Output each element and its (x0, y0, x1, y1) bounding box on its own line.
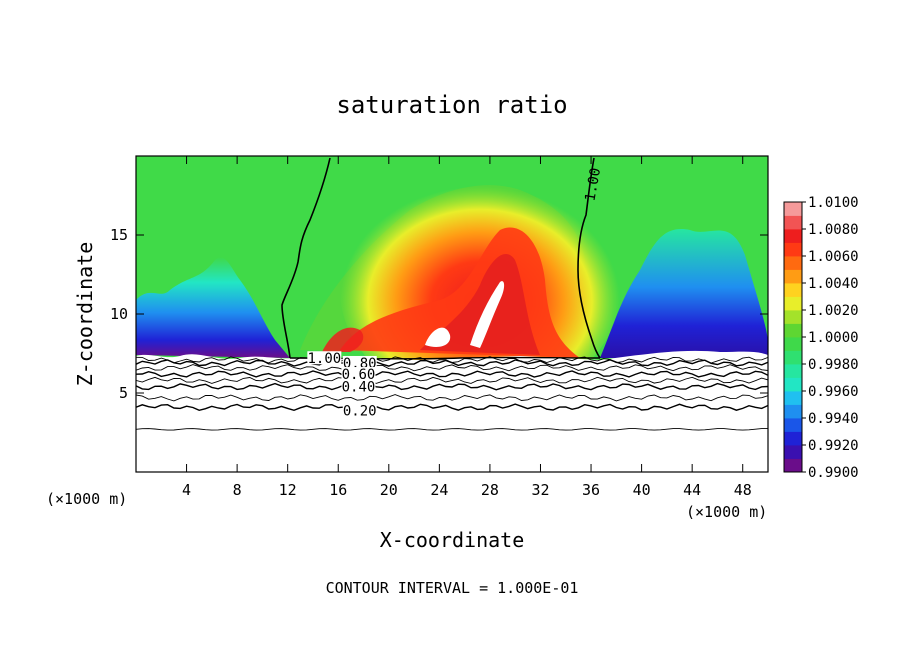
contour-line (136, 356, 768, 364)
contour-label-bg (342, 403, 377, 417)
contour-lines (136, 356, 768, 431)
x-tick-label: 40 (633, 481, 651, 499)
colorbar-swatch (784, 445, 802, 459)
colorbar-swatch (784, 215, 802, 230)
x-tick-label: 48 (734, 481, 752, 499)
colorbar-label: 1.0020 (808, 303, 859, 319)
x-tick-label: 44 (683, 481, 701, 499)
colorbar-swatch (784, 242, 802, 257)
colorbar-swatch (784, 377, 802, 392)
colorbar-label: 0.9900 (808, 465, 859, 481)
contour-interval-note: CONTOUR INTERVAL = 1.000E-01 (326, 579, 579, 597)
contour-label-bg (342, 355, 377, 369)
colorbar-label: 1.0080 (808, 222, 859, 238)
x-tick-label: 12 (279, 481, 297, 499)
colorbar-label: 1.0040 (808, 276, 859, 292)
contour-label-bg (341, 379, 376, 393)
colorbar-swatch (784, 391, 802, 405)
plot-area: 1.00 0.800.600.400.201.00 (136, 156, 768, 472)
colorbar-swatch (784, 310, 802, 324)
colorbar-swatch (784, 404, 802, 419)
x-axis-label: X-coordinate (380, 528, 525, 552)
contour-line (136, 382, 768, 391)
colorbar-swatch (784, 350, 802, 365)
x-unit-left: (×1000 m) (46, 490, 127, 508)
colorbar-label: 1.0000 (808, 330, 859, 346)
y-tick-label: 10 (110, 305, 128, 323)
contour-cloud-right (577, 157, 601, 359)
left-flank-field (136, 257, 290, 358)
y-tick-label: 15 (110, 226, 128, 244)
subcloud-mask (136, 350, 768, 472)
contour-label: 0.40 (342, 380, 376, 396)
colorbar-swatch (784, 229, 802, 243)
contour-line (136, 403, 768, 412)
colorbar-swatch (784, 364, 802, 378)
colorbar-swatch (784, 269, 802, 284)
y-axis-label: Z-coordinate (73, 242, 97, 387)
x-unit-right: (×1000 m) (686, 503, 767, 521)
y-axis: 5 10 15 (110, 226, 768, 402)
x-tick-label: 28 (481, 481, 499, 499)
colorbar-label: 0.9920 (808, 438, 859, 454)
x-tick-label: 24 (430, 481, 448, 499)
contour-line-bottom (136, 428, 768, 431)
cloud-left-lobe (322, 327, 364, 352)
colorbar-swatch (784, 202, 802, 216)
contour-labels: 1.00 0.800.600.400.201.00 (307, 167, 604, 419)
contour-label: 0.60 (342, 367, 376, 383)
contour-label: 1.00 (582, 167, 604, 203)
colorbar-label: 0.9980 (808, 357, 859, 373)
colorbar-swatch (784, 458, 802, 473)
x-axis: 4 8 12 16 20 24 28 32 36 40 44 48 (182, 156, 752, 499)
chart-title: saturation ratio (336, 91, 567, 119)
colorbar-label: 1.0060 (808, 249, 859, 265)
contour-label-bg (341, 367, 376, 381)
colorbar-swatch (784, 337, 802, 351)
contour-label: 1.00 (307, 351, 341, 367)
y-tick-label: 5 (119, 384, 128, 402)
colorbar-swatch (784, 323, 802, 338)
x-tick-label: 20 (380, 481, 398, 499)
colorbar-label: 1.0100 (808, 195, 859, 211)
contour-line (136, 370, 768, 378)
colorbar-swatch (784, 418, 802, 432)
colorbar-swatch (784, 283, 802, 297)
colorbar-label: 0.9960 (808, 384, 859, 400)
colorbar-swatch (784, 431, 802, 446)
colorbar-label: 0.9940 (808, 411, 859, 427)
x-tick-label: 32 (531, 481, 549, 499)
colorbar: 1.0100 1.0080 1.0060 1.0040 1.0020 1.0000 0.99… (783, 195, 859, 481)
colorbar-swatch (784, 296, 802, 311)
contour-cloud-left (281, 157, 331, 359)
saturated-region (425, 281, 505, 348)
colorbar-swatch (784, 256, 802, 270)
contour-line (136, 394, 768, 402)
contour-label: 0.20 (343, 403, 377, 419)
x-tick-label: 4 (182, 481, 191, 499)
right-flank-field (600, 229, 768, 358)
x-tick-label: 8 (233, 481, 242, 499)
contour-line (136, 376, 768, 384)
x-tick-label: 16 (329, 481, 347, 499)
contour-line (136, 364, 768, 372)
contour-label-bg (307, 351, 342, 365)
x-tick-label: 36 (582, 481, 600, 499)
cloud-core-dark (420, 254, 540, 355)
